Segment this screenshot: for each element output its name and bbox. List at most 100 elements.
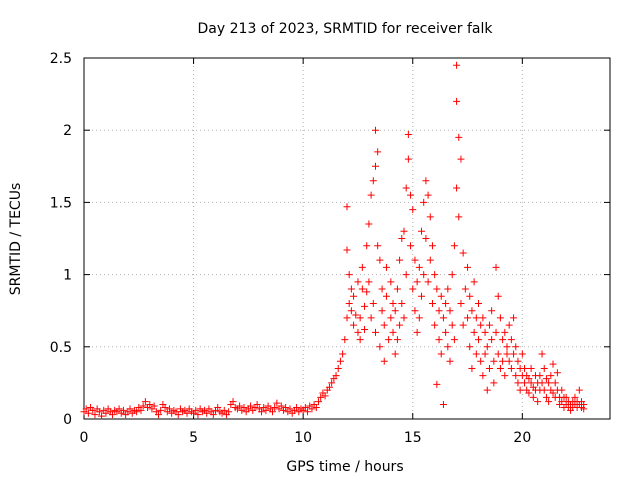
data-point	[155, 411, 163, 419]
data-point	[361, 325, 369, 333]
data-point	[475, 336, 482, 344]
data-point	[203, 409, 211, 417]
data-point	[518, 350, 526, 358]
data-point	[459, 321, 467, 329]
data-point	[512, 372, 520, 380]
data-point	[503, 350, 511, 358]
data-point	[562, 393, 570, 401]
data-point	[358, 285, 366, 293]
data-point	[483, 386, 491, 394]
data-point	[420, 198, 428, 206]
data-point	[488, 307, 496, 315]
data-point	[431, 321, 439, 329]
data-point	[496, 364, 504, 372]
data-point	[286, 405, 294, 413]
data-point	[220, 406, 228, 414]
data-point	[393, 336, 401, 344]
y-tick-label: 2	[63, 123, 72, 139]
data-point	[553, 369, 561, 377]
data-point	[510, 314, 518, 322]
data-point	[442, 328, 450, 336]
data-point	[545, 379, 553, 387]
data-point	[325, 383, 333, 391]
data-point	[496, 314, 504, 322]
y-tick-label: 0.5	[50, 340, 72, 356]
data-point	[453, 97, 461, 105]
data-point	[382, 292, 390, 300]
plot-frame	[83, 57, 611, 420]
data-point	[431, 271, 439, 279]
data-point	[459, 249, 467, 257]
data-point	[481, 350, 489, 358]
data-point	[192, 406, 200, 414]
data-point	[411, 256, 419, 264]
y-axis-label: SRMTID / TECUs	[8, 183, 24, 296]
data-point	[503, 343, 511, 351]
data-point	[448, 321, 456, 329]
data-point	[428, 299, 436, 307]
data-point	[437, 350, 445, 358]
data-point	[389, 328, 397, 336]
data-point	[365, 220, 373, 228]
data-point	[494, 350, 502, 358]
data-point	[538, 350, 546, 358]
data-point	[551, 379, 559, 387]
data-point	[426, 256, 434, 264]
data-point	[468, 307, 476, 315]
data-point	[374, 148, 382, 156]
data-point	[538, 379, 546, 387]
data-point	[367, 191, 375, 199]
data-point	[367, 314, 375, 322]
data-point	[580, 405, 588, 413]
data-point	[490, 379, 498, 387]
data-point	[194, 411, 202, 419]
data-point	[183, 409, 191, 417]
data-point	[529, 393, 537, 401]
data-point	[273, 399, 281, 407]
data-point	[479, 314, 487, 322]
data-point	[301, 403, 309, 411]
data-point	[139, 402, 147, 410]
data-point	[115, 405, 123, 413]
data-point	[89, 406, 97, 414]
data-point	[442, 299, 450, 307]
data-point	[477, 321, 485, 329]
data-point	[350, 321, 358, 329]
grid	[84, 58, 610, 419]
data-point	[389, 299, 397, 307]
data-point	[409, 206, 417, 214]
data-point	[347, 285, 355, 293]
chart-title: Day 213 of 2023, SRMTID for receiver fal…	[198, 21, 494, 37]
data-point	[214, 403, 222, 411]
data-point	[411, 307, 419, 315]
data-point	[521, 364, 529, 372]
data-point	[268, 408, 276, 416]
data-point	[534, 398, 542, 406]
data-point	[437, 292, 445, 300]
data-point	[510, 350, 518, 358]
data-point	[376, 256, 384, 264]
data-point	[549, 360, 557, 368]
data-point	[119, 406, 127, 414]
data-point	[315, 398, 323, 406]
data-point	[236, 402, 244, 410]
data-point	[472, 314, 480, 322]
data-point	[428, 242, 436, 250]
y-axis: 0 0.5 1 1.5 2 2.5	[50, 51, 610, 428]
data-point	[396, 256, 404, 264]
data-point	[354, 328, 362, 336]
data-point	[282, 403, 290, 411]
data-point	[369, 177, 377, 185]
data-point	[415, 314, 423, 322]
data-point	[209, 411, 217, 419]
data-point	[527, 379, 535, 387]
data-point	[507, 364, 515, 372]
data-point	[126, 405, 134, 413]
data-point	[317, 393, 325, 401]
data-point	[540, 364, 548, 372]
data-point	[339, 350, 347, 358]
data-point	[91, 411, 99, 419]
data-point	[418, 227, 426, 235]
data-point	[407, 191, 415, 199]
data-point	[457, 155, 465, 163]
